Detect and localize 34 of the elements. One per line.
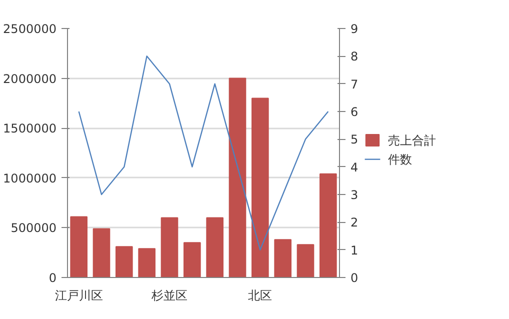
line-series <box>78 56 329 250</box>
y-tick-label: 0 <box>48 271 57 285</box>
y-tick-label: 1000000 <box>3 171 57 186</box>
bar <box>70 216 88 278</box>
y2-tick-label: 8 <box>350 50 358 64</box>
bar <box>116 246 133 278</box>
legend-label: 件数 <box>388 152 412 166</box>
y2-tick-label: 3 <box>350 188 358 202</box>
x-tick-label: 江戸川区 <box>54 288 103 302</box>
bar <box>184 242 201 278</box>
x-tick-label: 杉並区 <box>150 288 188 302</box>
y2-tick-label: 9 <box>350 22 358 36</box>
bar <box>92 228 110 278</box>
y2-tick-label: 7 <box>350 77 358 92</box>
bar <box>228 78 246 278</box>
x-tick-label: 北区 <box>248 288 272 302</box>
bar <box>206 217 224 278</box>
y2-tick-label: 1 <box>350 243 358 258</box>
bar <box>274 239 292 278</box>
y2-tick-label: 0 <box>350 271 358 285</box>
y-tick-label: 500000 <box>10 221 57 236</box>
y-tick-label: 1500000 <box>3 122 57 136</box>
y2-tick-label: 6 <box>350 105 358 119</box>
bar <box>252 98 269 278</box>
bar <box>160 217 178 278</box>
y2-tick-label: 5 <box>350 132 358 147</box>
y-tick-label: 2500000 <box>3 22 57 36</box>
y2-tick-label: 4 <box>350 160 358 174</box>
bar <box>320 173 337 278</box>
legend-label: 売上合計 <box>388 133 436 148</box>
bar <box>138 248 156 278</box>
y2-tick-label: 2 <box>350 216 358 230</box>
y-tick-label: 2000000 <box>3 72 57 86</box>
bar <box>296 244 314 278</box>
